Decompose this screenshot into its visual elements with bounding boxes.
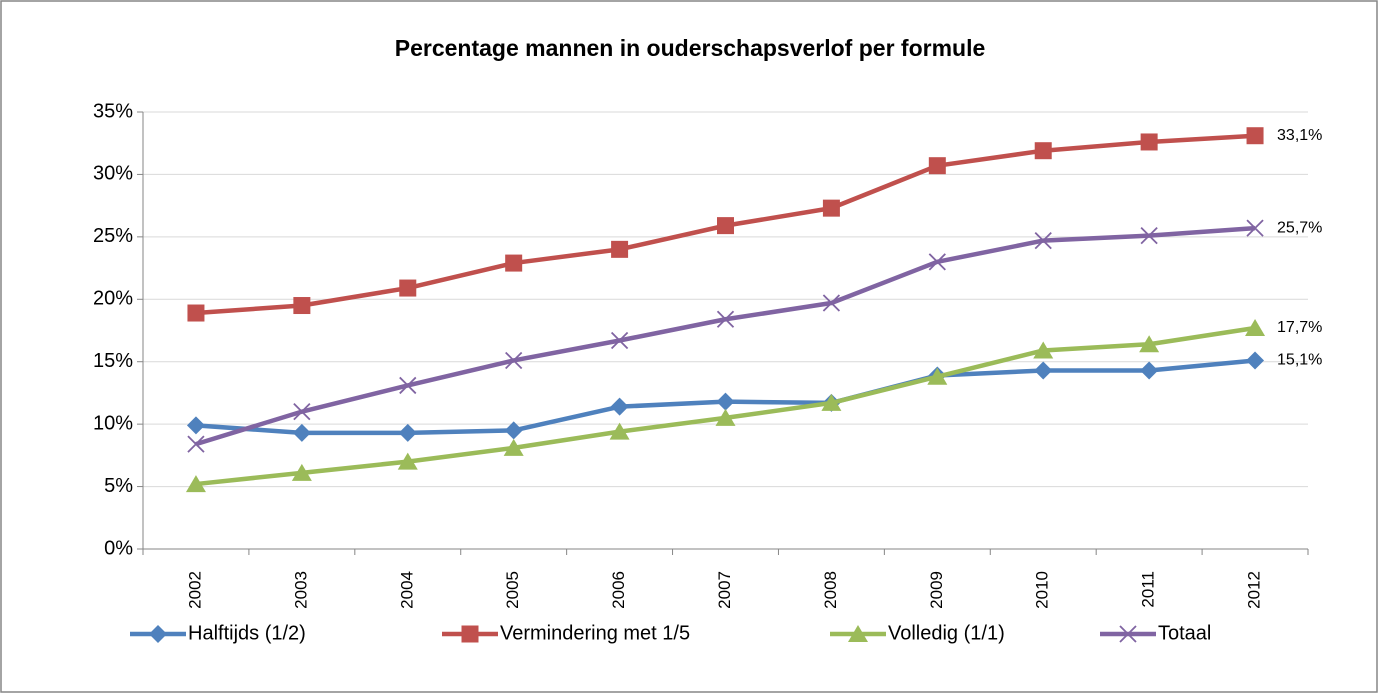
x-tick-label: 2012 <box>1245 571 1264 609</box>
y-tick-label: 0% <box>104 537 133 559</box>
marker <box>291 463 312 481</box>
data-label: 33,1% <box>1277 127 1322 144</box>
data-label: 17,7% <box>1277 319 1322 336</box>
y-tick-label: 15% <box>93 350 133 372</box>
marker <box>610 331 629 350</box>
x-tick-label: 2007 <box>715 571 734 609</box>
x-tick-label: 2009 <box>927 571 946 609</box>
marker <box>716 392 735 411</box>
marker <box>187 304 205 322</box>
y-tick-label: 25% <box>93 225 133 247</box>
marker <box>398 423 417 442</box>
marker <box>461 625 479 643</box>
marker <box>504 421 523 440</box>
data-label: 15,1% <box>1277 352 1322 369</box>
marker <box>149 625 167 643</box>
marker <box>1119 625 1137 643</box>
data-label: 25,7% <box>1277 219 1322 236</box>
marker <box>1246 351 1265 370</box>
marker <box>186 416 205 435</box>
x-tick-label: 2002 <box>185 571 204 609</box>
marker <box>185 475 206 493</box>
marker <box>293 297 311 315</box>
x-tick-label: 2003 <box>291 571 310 609</box>
marker <box>716 310 735 328</box>
marker <box>1246 219 1264 237</box>
y-tick-label: 5% <box>104 475 133 497</box>
y-tick-label: 20% <box>93 288 133 310</box>
marker <box>293 403 311 421</box>
legend-label: Halftijds (1/2) <box>188 622 306 644</box>
marker <box>399 376 417 395</box>
marker <box>715 408 736 426</box>
marker <box>609 422 630 440</box>
marker <box>1034 231 1052 250</box>
marker <box>610 397 629 416</box>
marker <box>928 157 946 175</box>
x-tick-label: 2006 <box>609 571 628 609</box>
marker <box>505 351 523 370</box>
marker <box>1139 335 1160 353</box>
y-tick-label: 10% <box>93 412 133 434</box>
marker <box>848 625 868 642</box>
x-tick-label: 2010 <box>1033 571 1052 609</box>
marker <box>928 253 946 271</box>
marker <box>505 254 523 272</box>
marker <box>822 294 841 312</box>
marker <box>187 435 205 453</box>
marker <box>397 452 418 470</box>
chart-title: Percentage mannen in ouderschapsverlof p… <box>395 35 986 61</box>
legend-label: Vermindering met 1/5 <box>500 622 690 644</box>
marker <box>292 423 311 442</box>
marker <box>1034 361 1053 380</box>
marker <box>1140 133 1158 151</box>
x-tick-label: 2005 <box>503 571 522 609</box>
marker <box>1033 341 1054 359</box>
marker <box>399 279 417 297</box>
marker <box>1246 127 1264 145</box>
legend-label: Totaal <box>1158 622 1211 644</box>
marker <box>1140 226 1158 245</box>
y-tick-label: 30% <box>93 163 133 185</box>
marker <box>1140 361 1159 380</box>
marker <box>503 438 524 456</box>
x-tick-label: 2011 <box>1139 571 1158 608</box>
x-tick-label: 2004 <box>397 571 416 609</box>
marker <box>927 367 948 385</box>
marker <box>821 393 842 411</box>
marker <box>611 240 629 258</box>
x-tick-label: 2008 <box>821 571 840 609</box>
marker <box>1034 142 1052 160</box>
marker <box>717 217 734 235</box>
legend-label: Volledig (1/1) <box>888 622 1005 644</box>
y-tick-label: 35% <box>93 100 133 122</box>
marker <box>822 199 840 217</box>
marker <box>1245 319 1266 337</box>
